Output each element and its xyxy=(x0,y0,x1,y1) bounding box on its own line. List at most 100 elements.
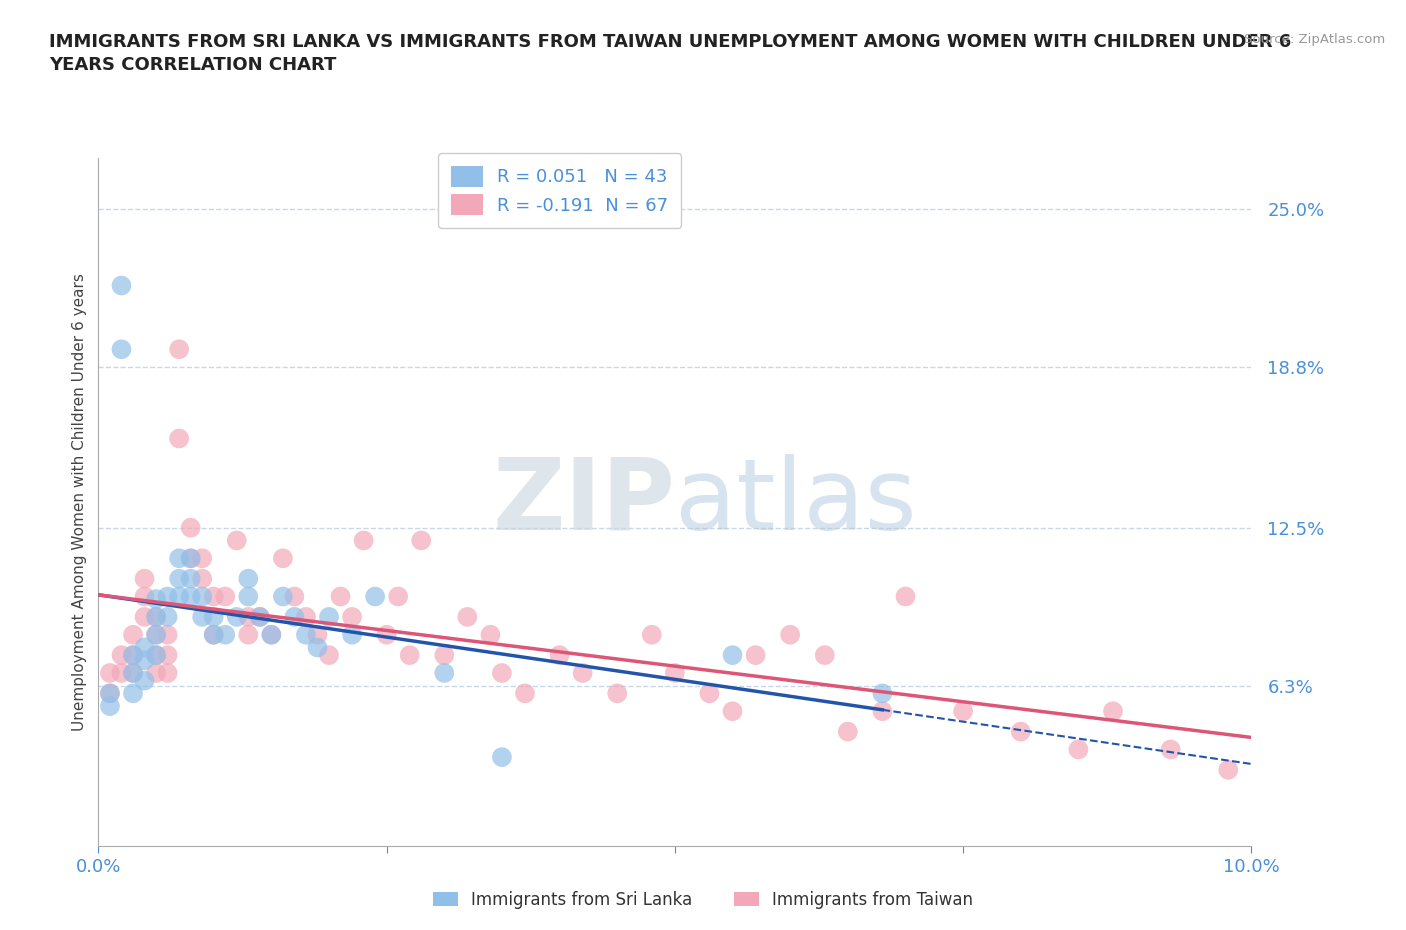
Point xyxy=(894,589,917,604)
Point xyxy=(307,640,329,655)
Point xyxy=(664,666,686,681)
Point xyxy=(491,750,513,764)
Point xyxy=(340,609,363,624)
Point xyxy=(156,609,179,624)
Point xyxy=(398,647,420,662)
Text: ZIP: ZIP xyxy=(492,454,675,551)
Point xyxy=(491,666,513,681)
Point xyxy=(225,609,247,624)
Point xyxy=(110,278,132,293)
Point xyxy=(641,628,664,643)
Point xyxy=(411,533,433,548)
Point xyxy=(167,551,190,565)
Point xyxy=(134,640,156,655)
Point xyxy=(180,589,202,604)
Point xyxy=(952,704,974,719)
Text: Source: ZipAtlas.com: Source: ZipAtlas.com xyxy=(1244,33,1385,46)
Point xyxy=(122,666,145,681)
Point xyxy=(180,551,202,565)
Point xyxy=(145,609,167,624)
Point xyxy=(167,431,190,445)
Point xyxy=(433,647,456,662)
Point xyxy=(307,628,329,643)
Point xyxy=(721,647,744,662)
Point xyxy=(1160,742,1182,757)
Point xyxy=(872,686,894,701)
Point xyxy=(721,704,744,719)
Point xyxy=(145,628,167,643)
Point xyxy=(1102,704,1125,719)
Point xyxy=(98,698,121,713)
Point xyxy=(122,647,145,662)
Point xyxy=(98,666,121,681)
Point xyxy=(238,628,260,643)
Point xyxy=(156,628,179,643)
Point xyxy=(571,666,593,681)
Point xyxy=(167,571,190,586)
Legend: R = 0.051   N = 43, R = -0.191  N = 67: R = 0.051 N = 43, R = -0.191 N = 67 xyxy=(437,153,682,228)
Point xyxy=(433,666,456,681)
Point xyxy=(214,589,236,604)
Point xyxy=(387,589,409,604)
Point xyxy=(145,591,167,606)
Text: IMMIGRANTS FROM SRI LANKA VS IMMIGRANTS FROM TAIWAN UNEMPLOYMENT AMONG WOMEN WIT: IMMIGRANTS FROM SRI LANKA VS IMMIGRANTS … xyxy=(49,33,1292,74)
Point xyxy=(122,666,145,681)
Point xyxy=(134,589,156,604)
Point xyxy=(744,647,766,662)
Point xyxy=(283,609,305,624)
Point xyxy=(283,589,305,604)
Point xyxy=(814,647,837,662)
Point xyxy=(191,609,214,624)
Point xyxy=(180,520,202,535)
Point xyxy=(340,628,363,643)
Point xyxy=(145,666,167,681)
Point xyxy=(145,609,167,624)
Point xyxy=(134,653,156,668)
Point xyxy=(295,628,318,643)
Point xyxy=(260,628,283,643)
Point xyxy=(513,686,536,701)
Point xyxy=(837,724,859,739)
Point xyxy=(202,589,225,604)
Point xyxy=(191,589,214,604)
Point xyxy=(318,647,340,662)
Point xyxy=(98,686,121,701)
Point xyxy=(295,609,318,624)
Point xyxy=(214,628,236,643)
Point xyxy=(249,609,271,624)
Point xyxy=(180,551,202,565)
Point xyxy=(606,686,628,701)
Point xyxy=(110,647,132,662)
Point xyxy=(122,686,145,701)
Point xyxy=(225,533,247,548)
Legend: Immigrants from Sri Lanka, Immigrants from Taiwan: Immigrants from Sri Lanka, Immigrants fr… xyxy=(425,883,981,917)
Point xyxy=(122,628,145,643)
Point xyxy=(167,589,190,604)
Point xyxy=(271,551,294,565)
Point xyxy=(191,571,214,586)
Point xyxy=(249,609,271,624)
Point xyxy=(260,628,283,643)
Point xyxy=(779,628,801,643)
Point xyxy=(238,609,260,624)
Point xyxy=(238,589,260,604)
Point xyxy=(318,609,340,624)
Point xyxy=(145,647,167,662)
Point xyxy=(1067,742,1090,757)
Point xyxy=(122,647,145,662)
Text: atlas: atlas xyxy=(675,454,917,551)
Point xyxy=(134,571,156,586)
Point xyxy=(202,628,225,643)
Point xyxy=(479,628,502,643)
Point xyxy=(872,704,894,719)
Point xyxy=(456,609,478,624)
Point xyxy=(238,571,260,586)
Point xyxy=(202,609,225,624)
Point xyxy=(156,666,179,681)
Point xyxy=(110,666,132,681)
Point xyxy=(202,628,225,643)
Point xyxy=(180,571,202,586)
Point xyxy=(134,609,156,624)
Point xyxy=(699,686,721,701)
Point xyxy=(145,628,167,643)
